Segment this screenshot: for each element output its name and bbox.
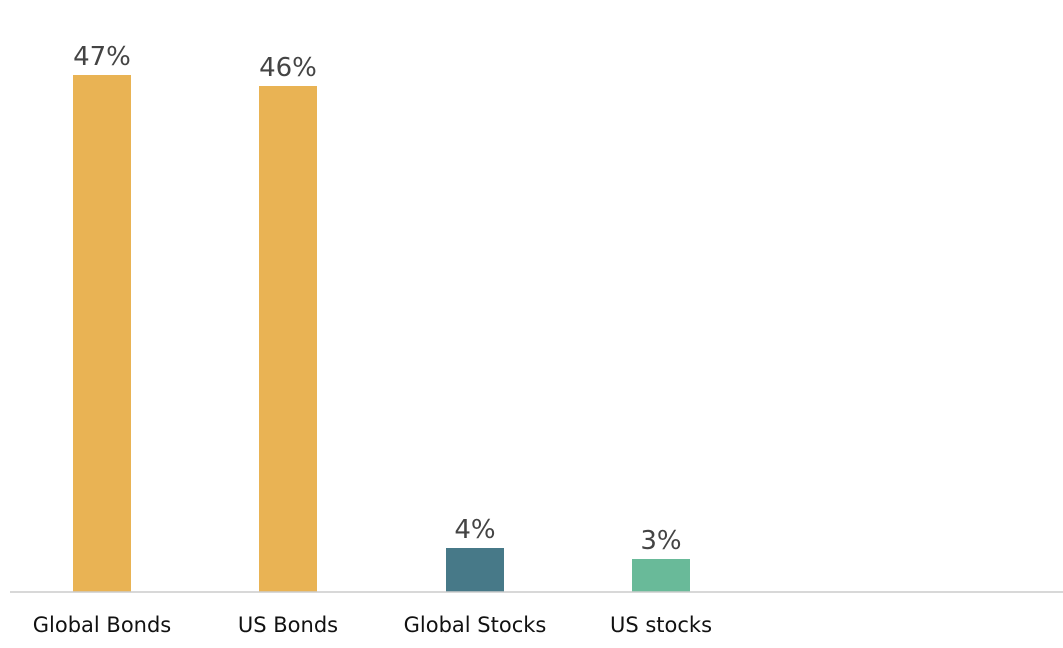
category-label: US stocks xyxy=(610,613,712,637)
value-label: 4% xyxy=(454,515,495,545)
category-label: Global Bonds xyxy=(33,613,172,637)
value-label: 46% xyxy=(259,53,317,83)
bar-global-stocks xyxy=(446,548,504,592)
category-label: Global Stocks xyxy=(404,613,547,637)
bar-global-bonds xyxy=(73,75,131,592)
category-label: US Bonds xyxy=(238,613,338,637)
labels-group: 47% Global Bonds 46% US Bonds 4% Global Stock… xyxy=(33,42,712,637)
bar-us-bonds xyxy=(259,86,317,592)
bars-group xyxy=(73,75,690,592)
value-label: 3% xyxy=(640,526,681,556)
bar-us-stocks xyxy=(632,559,690,592)
value-label: 47% xyxy=(73,42,131,72)
